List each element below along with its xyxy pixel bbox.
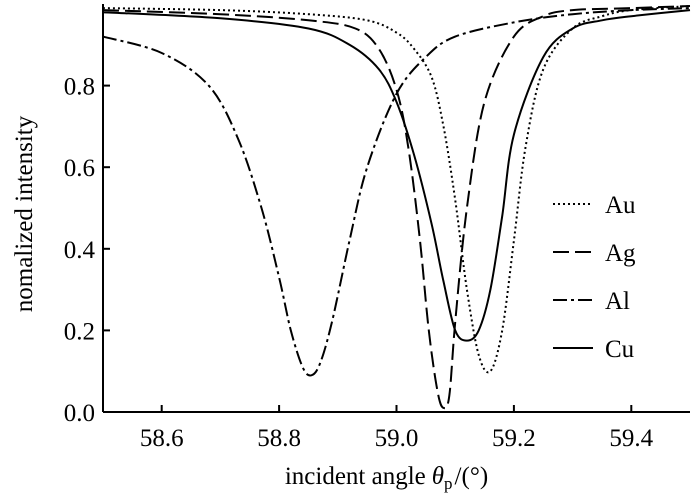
y-tick-label: 0.2 [64,318,95,345]
legend-label-au: Au [605,192,636,219]
legend: Au Ag Al Cu [553,192,636,363]
x-tick-label: 58.8 [257,425,301,452]
legend-label-al: Al [605,288,630,315]
x-tick-label: 58.6 [140,425,184,452]
x-axis-title-subscript: p [444,474,453,493]
x-tick-label: 59.2 [492,425,536,452]
series-line-cu [102,9,691,342]
y-axis-title: nomalized intensity [11,115,38,312]
y-tick-label: 0.8 [64,74,95,101]
x-tick-label: 59.0 [375,425,419,452]
series-line-al [102,7,691,377]
series-layer [102,5,691,410]
plot-area [102,4,690,413]
y-tick-label: 0.4 [64,237,96,264]
y-axis: 0.0 0.2 0.4 0.6 0.8 [64,74,110,427]
x-axis-title: incident angle θp/(°) [285,463,488,493]
y-tick-label: 0.6 [64,155,95,182]
x-axis-title-unit: /(°) [455,463,489,490]
x-tick-label: 59.4 [609,425,653,452]
series-line-au [102,5,691,374]
x-axis-title-symbol: θ [432,463,444,490]
legend-label-ag: Ag [605,240,636,267]
series-line-ag [102,5,691,410]
y-tick-label: 0.0 [64,400,95,427]
legend-label-cu: Cu [605,336,635,363]
x-axis: 58.6 58.8 59.0 59.2 59.4 [140,405,654,452]
x-axis-title-text: incident angle [285,463,426,490]
